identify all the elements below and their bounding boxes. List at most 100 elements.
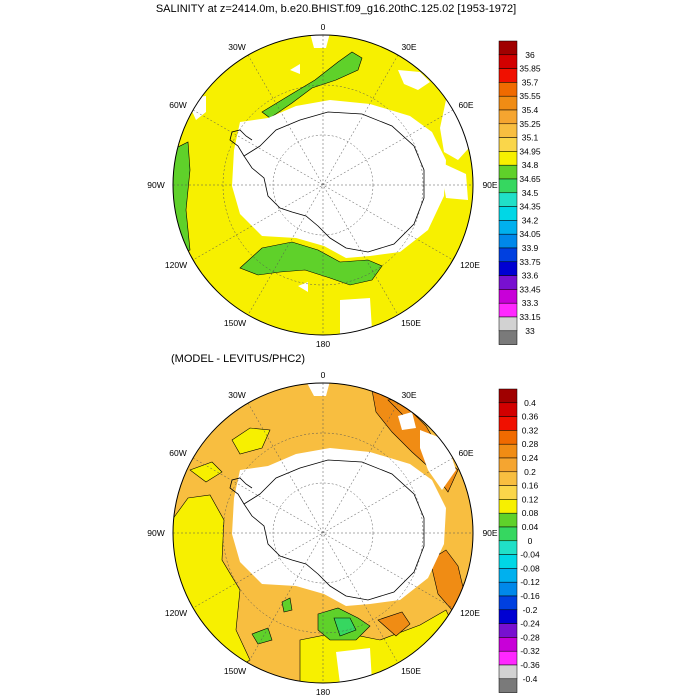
colorbar-label: 34.2	[522, 215, 539, 225]
colorbar-swatch	[498, 82, 518, 97]
colorbar-label: 33.15	[519, 312, 541, 322]
colorbar-swatch	[498, 540, 518, 555]
colorbar-label: 33.75	[519, 257, 541, 267]
antarctica-coastline	[243, 459, 425, 601]
colorbar-swatch	[498, 512, 518, 528]
colorbar-label: 34.65	[519, 174, 541, 184]
colorbar-swatch	[498, 678, 518, 693]
colorbar-swatch	[498, 664, 518, 680]
lon-label-0: 0	[321, 22, 326, 32]
antarctica-coastline	[243, 111, 425, 253]
colorbar-swatch	[498, 595, 518, 611]
colorbar-label: 35.7	[522, 77, 539, 87]
colorbar-label: 33.6	[522, 271, 539, 281]
colorbar-label: 33.45	[519, 284, 541, 294]
colorbar-swatch	[498, 526, 518, 542]
colorbar-swatch	[498, 609, 518, 624]
lon-label-180: 180	[316, 687, 330, 697]
difference-map	[173, 383, 473, 683]
low-salinity-band-atlantic	[261, 51, 363, 119]
lon-label-60e: 60E	[458, 448, 473, 458]
difference-colorbar: 0.4 0.36 0.32 0.28 0.24 0.2 0.16 0.12 0.08 0.04 0 -…	[498, 388, 540, 693]
colorbar-label: 34.95	[519, 146, 541, 156]
lon-label-120e: 120E	[460, 608, 480, 618]
colorbar-label: 35.1	[522, 133, 539, 143]
lon-label-150e: 150E	[401, 318, 421, 328]
colorbar-label: 0.4	[524, 398, 536, 408]
colorbar-label: -0.2	[523, 605, 538, 615]
colorbar-label: -0.12	[520, 577, 540, 587]
colorbar-label: 35.25	[519, 119, 541, 129]
lon-label-60e: 60E	[458, 100, 473, 110]
lon-label-30e: 30E	[401, 42, 416, 52]
difference-panel: (MODEL - LEVITUS/PHC2)	[147, 353, 540, 697]
colorbar-swatch	[498, 206, 518, 221]
colorbar-swatch	[498, 623, 518, 638]
antarctic-peninsula	[229, 129, 253, 157]
colorbar-swatch	[498, 123, 518, 138]
colorbar-swatch	[498, 302, 518, 318]
colorbar-swatch	[498, 330, 518, 345]
lon-label-150w: 150W	[224, 666, 246, 676]
colorbar-swatch	[498, 457, 518, 473]
lon-label-30w: 30W	[228, 42, 245, 52]
colorbar-label: 33	[525, 326, 535, 336]
colorbar-swatch	[498, 151, 518, 166]
difference-title: (MODEL - LEVITUS/PHC2)	[171, 353, 305, 365]
lon-label-180: 180	[316, 339, 330, 349]
graticule	[173, 35, 473, 335]
colorbar-label: 33.9	[522, 243, 539, 253]
colorbar-swatch	[498, 499, 518, 514]
colorbar-swatch	[498, 581, 518, 597]
colorbar-label: 0.32	[522, 425, 539, 435]
colorbar-label: 34.5	[522, 188, 539, 198]
salinity-colorbar: 36 35.85 35.7 35.55 35.4 35.25 35.1 34.95 34.8 34…	[498, 40, 541, 345]
colorbar-label: 0.08	[522, 508, 539, 518]
colorbar-label: -0.32	[520, 646, 540, 656]
colorbar-label: -0.28	[520, 632, 540, 642]
colorbar-swatch	[498, 402, 518, 417]
map-boundary	[172, 382, 474, 684]
longitude-labels: 0 30E 60E 90E 120E 150E 180 150W 120W 90…	[147, 370, 498, 697]
colorbar-label: -0.4	[523, 674, 538, 684]
colorbar-swatch	[498, 485, 518, 500]
colorbar-swatch	[498, 164, 518, 180]
colorbar-swatch	[498, 54, 518, 69]
colorbar-label: 0.36	[522, 412, 539, 422]
salinity-title: SALINITY at z=2414.0m, b.e20.BHIST.f09_g…	[156, 3, 516, 15]
lon-label-150w: 150W	[224, 318, 246, 328]
colorbar-label: 0.12	[522, 494, 539, 504]
colorbar-label: 34.05	[519, 229, 541, 239]
lon-label-90e: 90E	[482, 180, 497, 190]
lon-label-90w: 90W	[147, 180, 164, 190]
map-boundary	[172, 34, 474, 336]
lon-label-90w: 90W	[147, 528, 164, 538]
lon-label-90e: 90E	[482, 528, 497, 538]
colorbar-label: -0.24	[520, 619, 540, 629]
colorbar-label: 35.4	[522, 105, 539, 115]
lon-label-30w: 30W	[228, 390, 245, 400]
graticule	[173, 383, 473, 683]
salinity-panel: SALINITY at z=2414.0m, b.e20.BHIST.f09_g…	[147, 3, 541, 349]
colorbar-swatch	[498, 388, 518, 404]
lon-label-120w: 120W	[165, 608, 187, 618]
colorbar-swatch	[498, 637, 518, 652]
colorbar-swatch	[498, 430, 518, 445]
colorbar-label: 36	[525, 50, 535, 60]
colorbar-swatch	[498, 247, 518, 263]
colorbar-swatch	[498, 68, 518, 83]
lon-label-120e: 120E	[460, 260, 480, 270]
colorbar-label: 0.16	[522, 481, 539, 491]
colorbar-label: -0.16	[520, 591, 540, 601]
colorbar-label: -0.36	[520, 660, 540, 670]
lon-label-60w: 60W	[169, 100, 186, 110]
colorbar-swatch	[498, 95, 518, 111]
colorbar-label: 35.55	[519, 91, 541, 101]
longitude-labels: 0 30E 60E 90E 120E 150E 180 150W 120W 90…	[147, 22, 498, 349]
colorbar-swatch	[498, 471, 518, 486]
lon-label-0: 0	[321, 370, 326, 380]
lon-label-60w: 60W	[169, 448, 186, 458]
colorbar-label: -0.08	[520, 563, 540, 573]
colorbar-swatch	[498, 178, 518, 194]
lon-label-30e: 30E	[401, 390, 416, 400]
